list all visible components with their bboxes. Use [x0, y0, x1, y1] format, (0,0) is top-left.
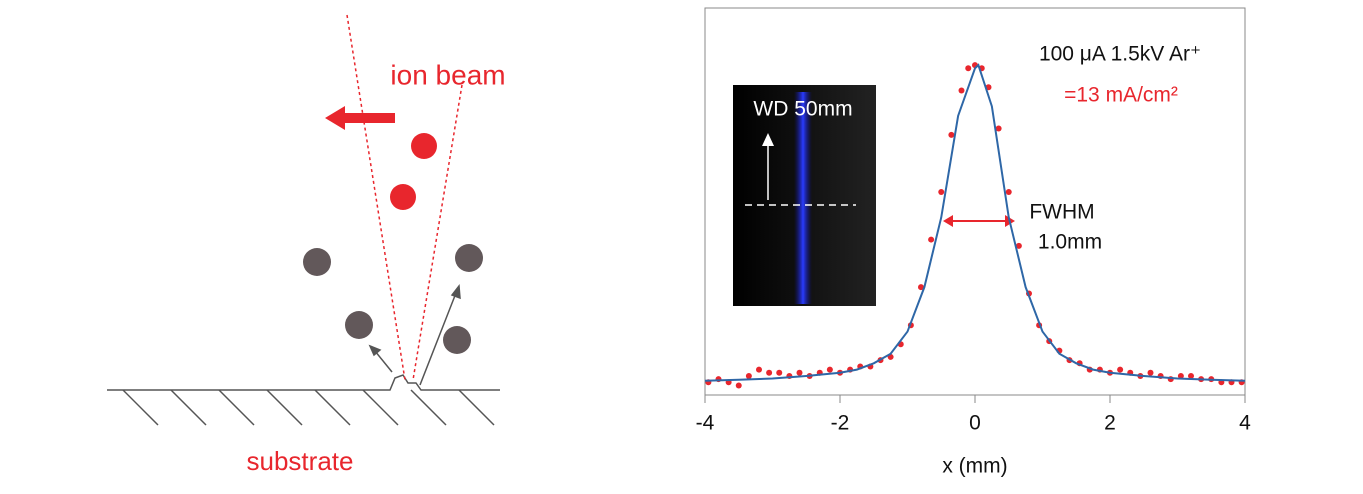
atom [455, 244, 483, 272]
data-point [995, 125, 1002, 132]
inset-label: WD 50mm [753, 98, 852, 121]
data-point [796, 369, 803, 376]
data-point [826, 366, 833, 373]
annotation: =13 mA/cm² [1064, 84, 1178, 107]
diagram [107, 14, 500, 426]
atom [303, 248, 331, 276]
direction-arrow [325, 106, 395, 130]
x-tick-label: 0 [969, 412, 981, 435]
substrate-label: substrate [247, 446, 354, 476]
arrow-head [762, 133, 774, 146]
hatching [122, 389, 495, 426]
beam-edge [412, 84, 463, 381]
arrow-head [368, 344, 382, 357]
arrow-head [450, 284, 461, 300]
inset-beam [794, 92, 812, 304]
data-point [918, 284, 924, 291]
sputter-arrow [419, 292, 457, 386]
data-point [928, 236, 935, 243]
data-point [1188, 372, 1194, 379]
ion [411, 133, 437, 159]
data-point [965, 65, 972, 72]
data-point [1177, 372, 1184, 379]
annotation: 1.0mm [1038, 231, 1102, 254]
sputter-arrow [374, 350, 393, 373]
data-point [745, 372, 752, 379]
atom [345, 311, 373, 339]
data-point [766, 369, 773, 376]
data-point [948, 131, 955, 138]
x-tick-label: 2 [1104, 412, 1116, 435]
data-point [776, 369, 783, 376]
data-point [1117, 366, 1124, 373]
x-axis-label: x (mm) [942, 455, 1007, 478]
data-point [958, 87, 965, 94]
data-point [1147, 369, 1154, 376]
fit-line [704, 63, 1246, 382]
data-point [1015, 242, 1022, 249]
annotation: 100 μA 1.5kV Ar⁺ [1039, 43, 1201, 66]
ion [390, 184, 416, 210]
data-point [1005, 188, 1012, 195]
atom [443, 326, 471, 354]
x-tick-label: -4 [696, 412, 715, 435]
x-tick-label: -2 [831, 412, 850, 435]
data-point [938, 188, 945, 195]
beam-label: ion beam [390, 59, 505, 90]
data-point [735, 382, 742, 389]
data-point [756, 366, 762, 373]
x-tick-label: 4 [1239, 412, 1251, 435]
beam-edge [346, 14, 406, 381]
substrate-surface [107, 374, 500, 391]
annotation: FWHM [1029, 201, 1094, 224]
